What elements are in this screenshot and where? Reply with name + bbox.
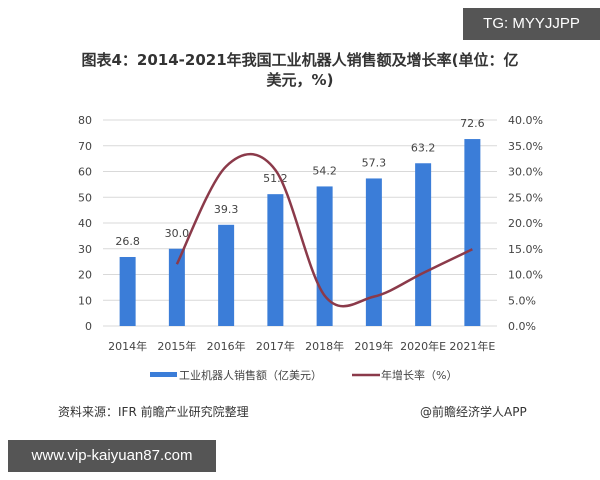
- left-tick-label: 50: [78, 191, 92, 204]
- left-tick-label: 10: [78, 294, 92, 307]
- right-tick-label: 15.0%: [508, 243, 543, 256]
- legend: 工业机器人销售额（亿美元） 年增长率（%）: [150, 368, 457, 382]
- bar: [316, 186, 333, 326]
- growth-rate-line: [175, 153, 473, 308]
- right-tick-label: 25.0%: [508, 191, 543, 204]
- x-tick-label: 2021年E: [449, 339, 495, 353]
- left-tick-label: 0: [85, 320, 92, 333]
- bar: [365, 178, 382, 326]
- bar-data-labels: 26.830.039.351.254.257.363.272.6: [115, 117, 484, 248]
- bar-value-label: 63.2: [411, 141, 436, 154]
- legend-bar-swatch-icon: [150, 372, 177, 377]
- right-axis-ticks: 0.0% 5.0% 10.0% 15.0% 20.0% 25.0% 30.0% 35.0% 40…: [508, 114, 543, 333]
- bar-value-label: 39.3: [214, 203, 239, 216]
- bar: [464, 139, 481, 326]
- chart-title: 图表4：2014-2021年我国工业机器人销售额及增长率(单位：亿 美元，%): [40, 50, 560, 90]
- x-tick-label: 2019年: [354, 339, 393, 353]
- watermark-badge-bottom: www.vip-kaiyuan87.com: [8, 440, 216, 472]
- right-tick-label: 5.0%: [508, 294, 536, 307]
- bar-value-label: 30.0: [165, 227, 190, 240]
- left-tick-label: 60: [78, 166, 92, 179]
- legend-bar-label: 工业机器人销售额（亿美元）: [179, 368, 322, 382]
- gridlines: [103, 119, 497, 327]
- line-series: [175, 153, 473, 308]
- credit-note: @前瞻经济学人APP: [420, 405, 527, 419]
- bar: [415, 163, 432, 326]
- legend-line-label: 年增长率（%）: [381, 368, 457, 382]
- bar: [267, 194, 284, 326]
- bar-value-label: 54.2: [312, 164, 337, 177]
- bar-series: [119, 139, 481, 326]
- x-tick-label: 2018年: [305, 339, 344, 353]
- x-tick-label: 2020年E: [400, 339, 446, 353]
- left-tick-label: 70: [78, 140, 92, 153]
- x-tick-label: 2015年: [157, 339, 196, 353]
- bar-value-label: 57.3: [362, 156, 387, 169]
- left-tick-label: 30: [78, 243, 92, 256]
- right-tick-label: 0.0%: [508, 320, 536, 333]
- left-tick-label: 20: [78, 269, 92, 282]
- x-tick-label: 2016年: [207, 339, 246, 353]
- x-tick-label: 2017年: [256, 339, 295, 353]
- x-tick-label: 2014年: [108, 339, 147, 353]
- source-note: 资料来源：IFR 前瞻产业研究院整理: [58, 405, 249, 419]
- right-tick-label: 30.0%: [508, 166, 543, 179]
- right-tick-label: 20.0%: [508, 217, 543, 230]
- right-tick-label: 10.0%: [508, 269, 543, 282]
- left-axis-ticks: 0 10 20 30 40 50 60 70 80: [78, 114, 92, 333]
- x-axis-labels: 2014年 2015年 2016年 2017年 2018年 2019年 2020年E 2021…: [108, 339, 495, 353]
- bar-value-label: 72.6: [460, 117, 485, 130]
- bar-value-label: 26.8: [115, 235, 140, 248]
- combo-chart: 0 10 20 30 40 50 60 70 80 0.0% 5.0% 10.0% 15.0% 20.0…: [78, 114, 543, 382]
- bar: [168, 248, 185, 326]
- left-tick-label: 40: [78, 217, 92, 230]
- right-tick-label: 40.0%: [508, 114, 543, 127]
- bar: [218, 224, 235, 326]
- left-tick-label: 80: [78, 114, 92, 127]
- bar: [119, 256, 136, 326]
- watermark-badge-top: TG: MYYJJPP: [463, 8, 600, 40]
- right-tick-label: 35.0%: [508, 140, 543, 153]
- chart-title-line2: 美元，%): [266, 71, 334, 89]
- chart-title-line1: 图表4：2014-2021年我国工业机器人销售额及增长率(单位：亿: [81, 51, 519, 69]
